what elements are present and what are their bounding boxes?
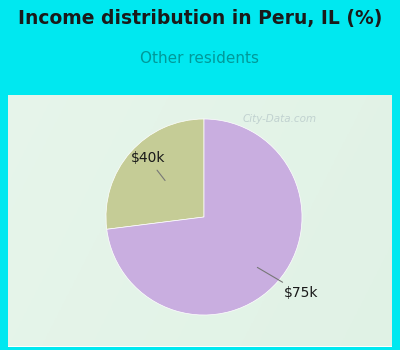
Text: Income distribution in Peru, IL (%): Income distribution in Peru, IL (%) bbox=[18, 9, 382, 28]
Wedge shape bbox=[107, 119, 302, 315]
Wedge shape bbox=[106, 119, 204, 229]
Text: $75k: $75k bbox=[257, 267, 319, 300]
Text: $40k: $40k bbox=[130, 151, 165, 181]
Text: City-Data.com: City-Data.com bbox=[242, 114, 317, 124]
Text: Other residents: Other residents bbox=[140, 51, 260, 66]
